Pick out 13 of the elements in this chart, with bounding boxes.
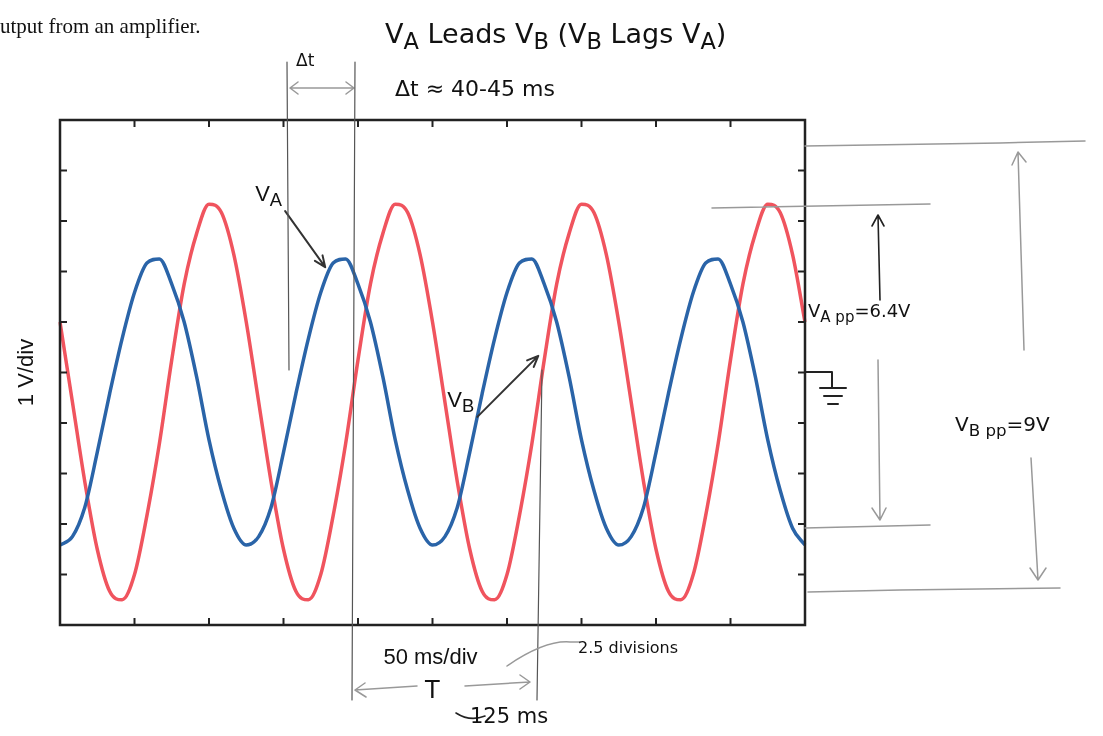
y-axis-title: 1 V/div: [13, 338, 39, 407]
x-axis-title: 50 ms/div: [383, 644, 478, 670]
text: utput from an amplifier.: [0, 14, 201, 39]
text: V$_{B pp}$=9V: [955, 412, 1050, 440]
text: Δt: [296, 50, 315, 70]
text: V$_{A pp}$=6.4V: [808, 300, 911, 326]
text: V$_{A}$: [255, 181, 283, 212]
text: Δt ≈ 40-45 ms: [395, 76, 555, 101]
text: 2.5 divisions: [578, 638, 679, 657]
text: V$_{A}$ Leads V$_{B}$ (V$_{B}$ Lags V$_{A}$): [385, 18, 727, 55]
series-label: V$_{B}$: [447, 386, 475, 418]
text: T: [425, 676, 440, 704]
text: 125 ms: [470, 704, 549, 728]
